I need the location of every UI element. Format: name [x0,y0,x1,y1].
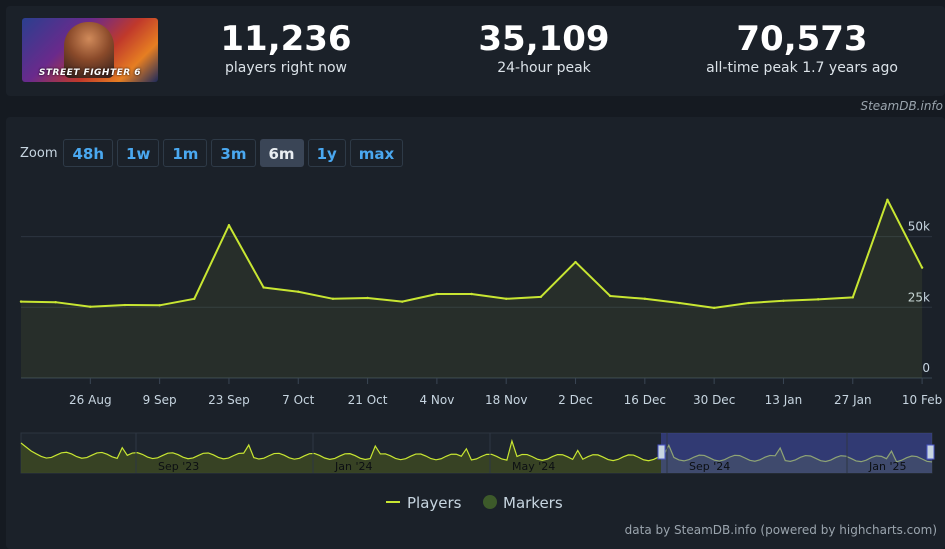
data-point [54,300,57,304]
x-tick-label: 10 Feb [902,393,942,407]
data-point [19,300,23,303]
stat-label: 24-hour peak [497,60,591,76]
x-tick-label: 23 Sep [208,393,250,407]
stat-value: 70,573 [736,19,868,59]
data-point [539,295,543,299]
navigator-handle [657,444,666,460]
data-point [262,286,265,289]
data-point [608,294,612,298]
zoom-3m-button[interactable]: 3m [211,139,256,167]
data-point [470,292,473,296]
players-series-line [20,198,923,309]
y-tick-label: 25k [908,290,930,304]
data-point [851,296,854,299]
data-point [782,299,785,302]
legend-markers-swatch [483,495,497,509]
data-point [227,224,231,227]
data-point [920,266,924,269]
x-tick-label: 16 Dec [624,393,666,407]
navigator-handle [926,444,935,460]
data-point [886,198,889,201]
chart-footer[interactable]: data by SteamDB.info (powered by highcha… [624,523,937,537]
x-tick-label: 2 Dec [558,393,593,407]
y-tick-label: 50k [908,220,930,234]
navigator-selection [661,433,932,473]
cover-logo: STREET FIGHTER 6 [38,68,142,78]
data-point [158,304,161,307]
stats-header: STREET FIGHTER 6 11,236 players right no… [6,6,945,96]
data-point [401,300,404,303]
x-tick-label: 18 Nov [485,393,528,407]
x-tick-label: 27 Jan [834,393,872,407]
x-tick-label: 13 Jan [765,393,803,407]
stat-label: all-time peak 1.7 years ago [706,60,898,76]
data-point [712,306,716,310]
data-point [505,297,508,300]
x-tick-label: 21 Oct [348,393,388,407]
zoom-controls: Zoom 48h 1w 1m 3m 6m 1y max [20,139,404,167]
zoom-48h-button[interactable]: 48h [63,139,114,167]
x-tick-label: 26 Aug [69,393,112,407]
stat-value: 11,236 [220,19,352,59]
data-point [331,297,335,300]
zoom-max-button[interactable]: max [349,139,404,167]
stat-all-time-peak: 70,573 all-time peak 1.7 years ago [682,20,922,78]
data-point [297,290,300,293]
data-point [643,297,647,300]
zoom-1m-button[interactable]: 1m [163,139,208,167]
data-point [123,303,127,307]
zoom-1w-button[interactable]: 1w [117,139,160,167]
players-area [21,199,923,378]
data-point [193,297,196,300]
navigator-line [20,438,933,463]
navigator-label: Jan '25 [868,460,906,473]
zoom-1y-button[interactable]: 1y [307,139,346,167]
data-point [89,305,92,308]
data-point [747,301,751,305]
x-tick-label: 9 Sep [143,393,177,407]
zoom-label: Zoom [20,145,58,161]
x-tick-label: 4 Nov [419,393,454,407]
fighter-figure [64,22,114,78]
legend-players-label: Players [407,494,462,512]
navigator-label: Jan '24 [334,460,372,473]
legend-markers-label: Markers [503,494,563,512]
stat-label: players right now [225,60,347,76]
stat-value: 35,109 [478,19,610,59]
x-tick-label: 7 Oct [282,393,314,407]
data-point [435,292,439,296]
stat-24h-peak: 35,109 24-hour peak [424,20,664,78]
zoom-6m-button[interactable]: 6m [259,139,304,167]
data-point [574,260,577,264]
chart-panel: Zoom 48h 1w 1m 3m 6m 1y max data by Stea… [6,117,945,549]
data-point [816,298,820,301]
x-tick-label: 30 Dec [693,393,735,407]
navigator-label: Sep '24 [689,460,730,473]
data-point [366,296,369,300]
stat-players-now: 11,236 players right now [166,20,406,78]
navigator-label: Sep '23 [158,460,199,473]
navigator-label: May '24 [512,460,555,473]
navigator-area [21,441,932,473]
steamdb-credit[interactable]: SteamDB.info [860,99,943,113]
y-tick-label: 0 [922,361,930,375]
game-cover-art[interactable]: STREET FIGHTER 6 [22,18,158,82]
data-point [678,301,681,305]
